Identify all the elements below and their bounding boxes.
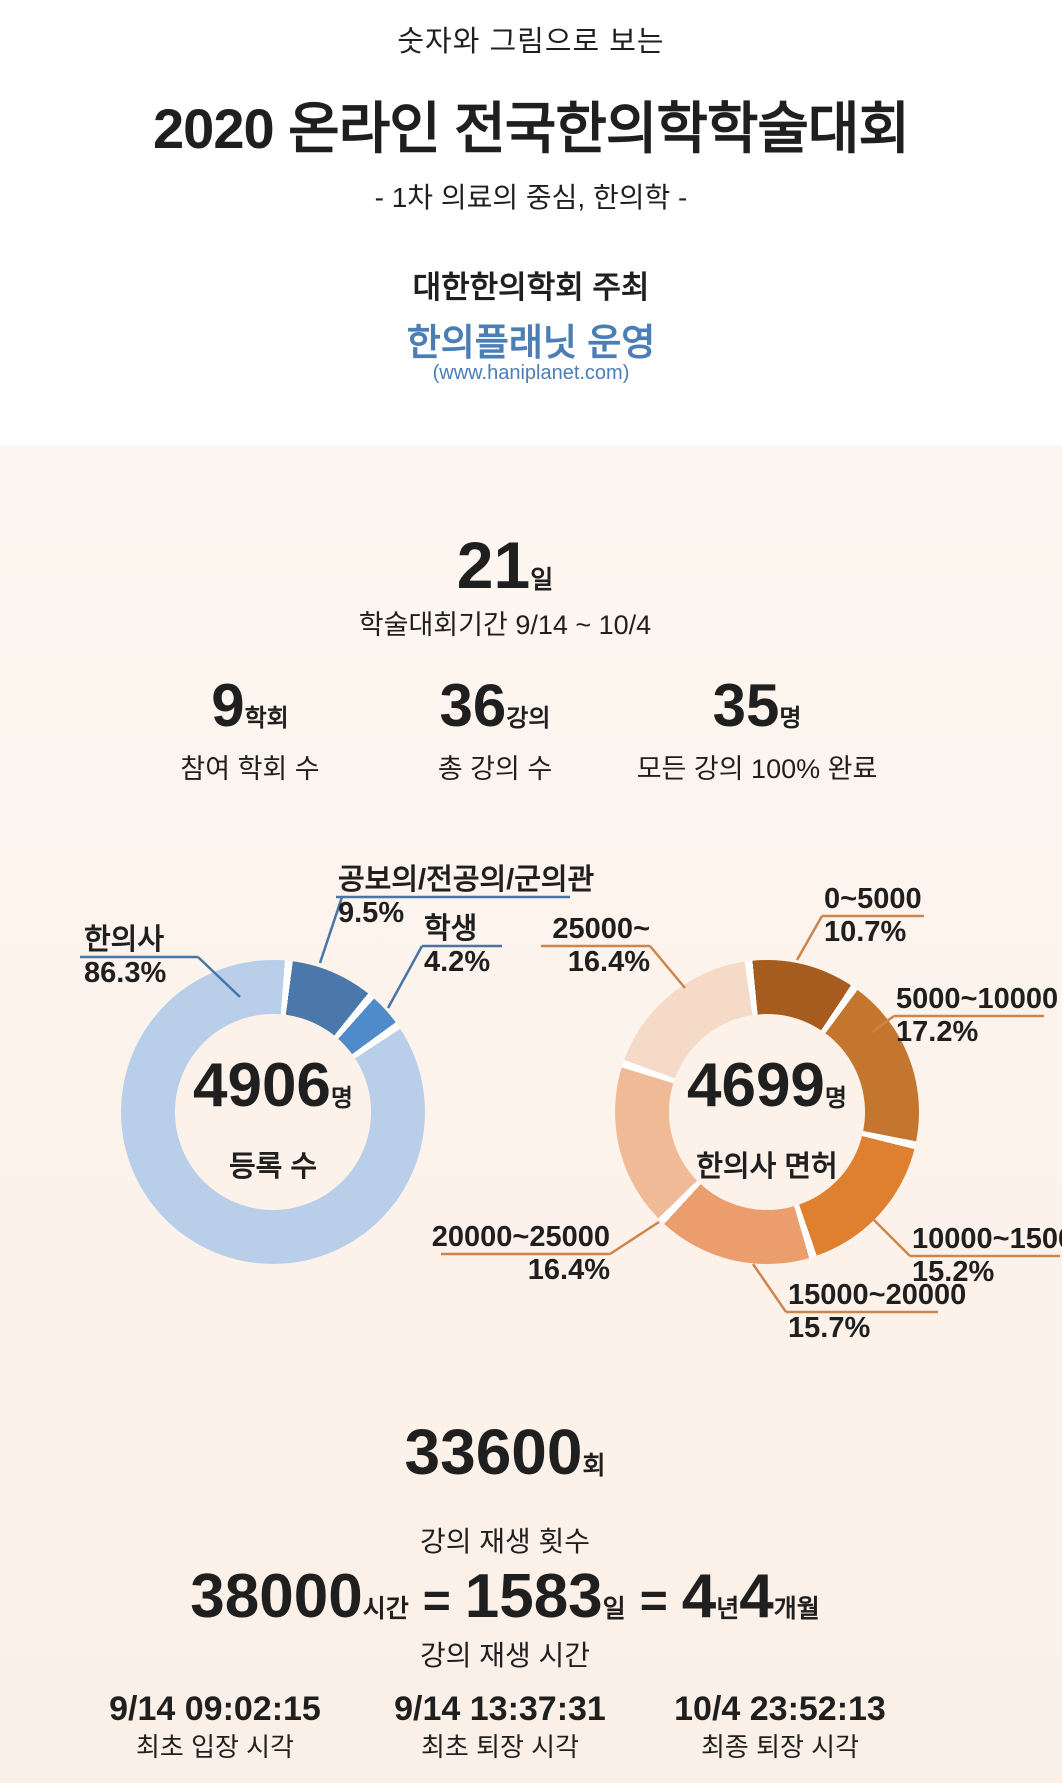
operator-label: 한의플래닛 운영 xyxy=(406,322,656,363)
callout-20000-25000-label: 20000~25000 xyxy=(431,1221,610,1253)
subtitle: - 1차 의료의 중심, 한의학 - xyxy=(374,182,688,213)
registrations-donut-chart: 4906명 등록 수 xyxy=(121,960,425,1264)
stat-societies: 9학회 xyxy=(90,676,410,736)
callout-hanuisa-label: 한의사 xyxy=(84,924,165,956)
stat-lectures-unit: 강의 xyxy=(506,705,551,732)
registrations-total-unit: 명 xyxy=(330,1085,354,1112)
registrations-donut-hole xyxy=(175,1014,371,1210)
callout-leader-10000-15000 xyxy=(873,1219,911,1257)
callout-leader-haksaeng xyxy=(386,945,424,1009)
callout-haksaeng-pct: 4.2% xyxy=(424,946,491,978)
callout-25000plus-label: 25000~ xyxy=(552,913,650,945)
playback-count-unit: 회 xyxy=(582,1452,606,1480)
playback-count: 33600회 xyxy=(0,1420,1010,1484)
playback-duration-label: 강의 재생 시간 xyxy=(419,1640,591,1671)
registrations-total-value: 4906 xyxy=(192,1051,331,1120)
license-total: 4699명 xyxy=(615,1055,919,1117)
callout-hanuisa-pct: 86.3% xyxy=(84,957,167,989)
first-entry-label: 최초 입장 시각 xyxy=(136,1732,294,1762)
stat-completers-value: 35 xyxy=(712,672,780,739)
duration-hours-unit: 시간 xyxy=(362,1595,409,1623)
callout-0-5000-label: 0~5000 xyxy=(824,883,922,915)
duration-days-value: 1583 xyxy=(464,1562,603,1631)
stat-lectures-value: 36 xyxy=(439,672,507,739)
last-exit-time: 10/4 23:52:13 xyxy=(674,1690,886,1728)
license-donut-chart: 4699명 한의사 면허 xyxy=(615,960,919,1264)
days-value: 21 xyxy=(456,528,531,602)
license-total-unit: 명 xyxy=(824,1085,848,1112)
days-unit: 일 xyxy=(530,566,554,594)
first-entry-time: 9/14 09:02:15 xyxy=(109,1690,321,1728)
duration-years-unit: 년 xyxy=(716,1595,740,1623)
stat-lectures-label: 총 강의 수 xyxy=(437,754,553,784)
duration-months-value: 4 xyxy=(739,1562,774,1631)
stat-completers-unit: 명 xyxy=(779,705,802,732)
license-donut-hole xyxy=(669,1014,865,1210)
callout-haksaeng: 학생 4.2% xyxy=(424,913,490,979)
registrations-total: 4906명 xyxy=(121,1055,425,1117)
first-exit-time: 9/14 13:37:31 xyxy=(394,1690,606,1728)
callout-20000-25000-pct: 16.4% xyxy=(527,1254,610,1286)
equals-sign: = xyxy=(639,1575,668,1628)
host-label: 대한한의학회 주최 xyxy=(412,270,650,305)
playback-count-value: 33600 xyxy=(404,1416,583,1488)
stat-completers: 35명 xyxy=(597,676,917,736)
playback-count-label: 강의 재생 횟수 xyxy=(419,1526,591,1557)
duration-years-value: 4 xyxy=(681,1562,717,1631)
website-link[interactable]: (www.haniplanet.com) xyxy=(432,362,630,384)
license-title: 한의사 면허 xyxy=(696,1151,838,1183)
callout-hanuisa: 한의사 86.3% xyxy=(84,924,166,990)
conference-days: 21일 xyxy=(0,532,1010,598)
callout-leader-15000-20000 xyxy=(751,1263,788,1313)
stat-lectures: 36강의 xyxy=(335,676,655,736)
callout-20000-25000: 20000~25000 16.4% xyxy=(420,1221,610,1287)
license-total-value: 4699 xyxy=(686,1051,825,1120)
conference-period: 학술대회기간 9/14 ~ 10/4 xyxy=(358,610,652,640)
stat-societies-value: 9 xyxy=(211,672,245,739)
callout-25000plus-pct: 16.4% xyxy=(567,946,650,978)
callout-5000-10000-label: 5000~10000 xyxy=(896,983,1059,1015)
page-title: 2020 온라인 전국한의학학술대회 xyxy=(153,97,910,160)
callout-25000plus: 25000~ 16.4% xyxy=(500,913,650,979)
duration-months-unit: 개월 xyxy=(773,1595,820,1623)
callout-15000-20000: 15000~20000 15.7% xyxy=(788,1279,966,1345)
callout-10000-15000: 10000~15000 15.2% xyxy=(912,1223,1062,1289)
callout-leader-0-5000 xyxy=(795,915,824,961)
callout-15000-20000-pct: 15.7% xyxy=(788,1312,871,1344)
callout-gongboui: 공보의/전공의/군의관 9.5% xyxy=(338,864,594,930)
callout-leader-20000-25000 xyxy=(609,1220,660,1256)
last-exit-label: 최종 퇴장 시각 xyxy=(701,1732,859,1762)
stat-societies-unit: 학회 xyxy=(244,705,289,732)
equals-sign: = xyxy=(422,1575,451,1628)
callout-0-5000-pct: 10.7% xyxy=(824,916,907,948)
stat-societies-label: 참여 학회 수 xyxy=(180,754,320,784)
callout-gongboui-pct: 9.5% xyxy=(338,897,405,929)
first-exit-label: 최초 퇴장 시각 xyxy=(421,1732,579,1762)
callout-0-5000: 0~5000 10.7% xyxy=(824,883,922,949)
callout-10000-15000-label: 10000~15000 xyxy=(912,1223,1062,1255)
callout-5000-10000-pct: 17.2% xyxy=(896,1016,979,1048)
callout-15000-20000-label: 15000~20000 xyxy=(788,1279,967,1311)
callout-leader-25000plus xyxy=(649,945,686,989)
tagline: 숫자와 그림으로 보는 xyxy=(397,26,665,58)
duration-hours-value: 38000 xyxy=(190,1562,363,1631)
duration-days-unit: 일 xyxy=(602,1595,626,1623)
callout-gongboui-label: 공보의/전공의/군의관 xyxy=(338,864,595,896)
registrations-title: 등록 수 xyxy=(228,1151,318,1183)
callout-10000-15000-pct: 15.2% xyxy=(912,1256,995,1288)
stat-completers-label: 모든 강의 100% 완료 xyxy=(636,754,878,784)
callout-5000-10000: 5000~10000 17.2% xyxy=(896,983,1058,1049)
playback-duration-equation: 38000시간 = 1583일 = 4년4개월 xyxy=(0,1566,1010,1628)
callout-haksaeng-label: 학생 xyxy=(424,913,478,945)
